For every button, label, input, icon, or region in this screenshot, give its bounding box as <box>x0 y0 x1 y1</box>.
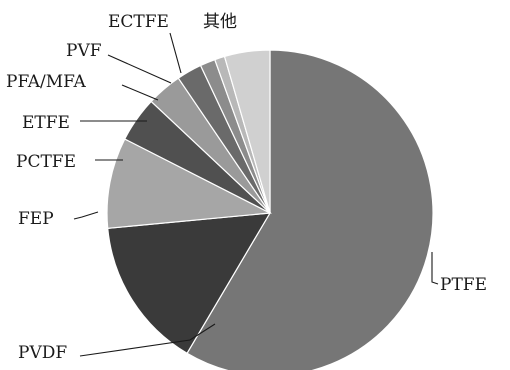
leader-line <box>79 323 216 357</box>
pie-slice-ptfe <box>186 49 434 370</box>
leader-line <box>107 54 172 84</box>
slice-label: PVDF <box>18 343 67 363</box>
pie-slice-pvdf <box>107 212 272 355</box>
leader-lines <box>73 32 439 357</box>
leader-line <box>73 211 99 220</box>
slice-label: 其他 <box>203 12 237 32</box>
pie-slice-other <box>223 49 271 214</box>
slice-label: FEP <box>18 209 54 229</box>
slice-label: PVF <box>66 41 102 61</box>
slice-label: PCTFE <box>16 152 76 172</box>
slice-label: ETFE <box>22 113 70 133</box>
pie-slice-fep <box>106 138 273 229</box>
leader-line <box>169 32 182 74</box>
leader-line <box>121 84 159 101</box>
pie-slices <box>106 49 434 370</box>
slice-label: ECTFE <box>108 12 169 32</box>
slice-labels: PTFE PVDF FEP PCTFE ETFE PFA/MFA PVF ECTFE 其他 <box>6 12 487 363</box>
slice-label: PTFE <box>440 275 487 295</box>
slice-label: PFA/MFA <box>6 72 86 92</box>
leader-line <box>431 252 439 285</box>
